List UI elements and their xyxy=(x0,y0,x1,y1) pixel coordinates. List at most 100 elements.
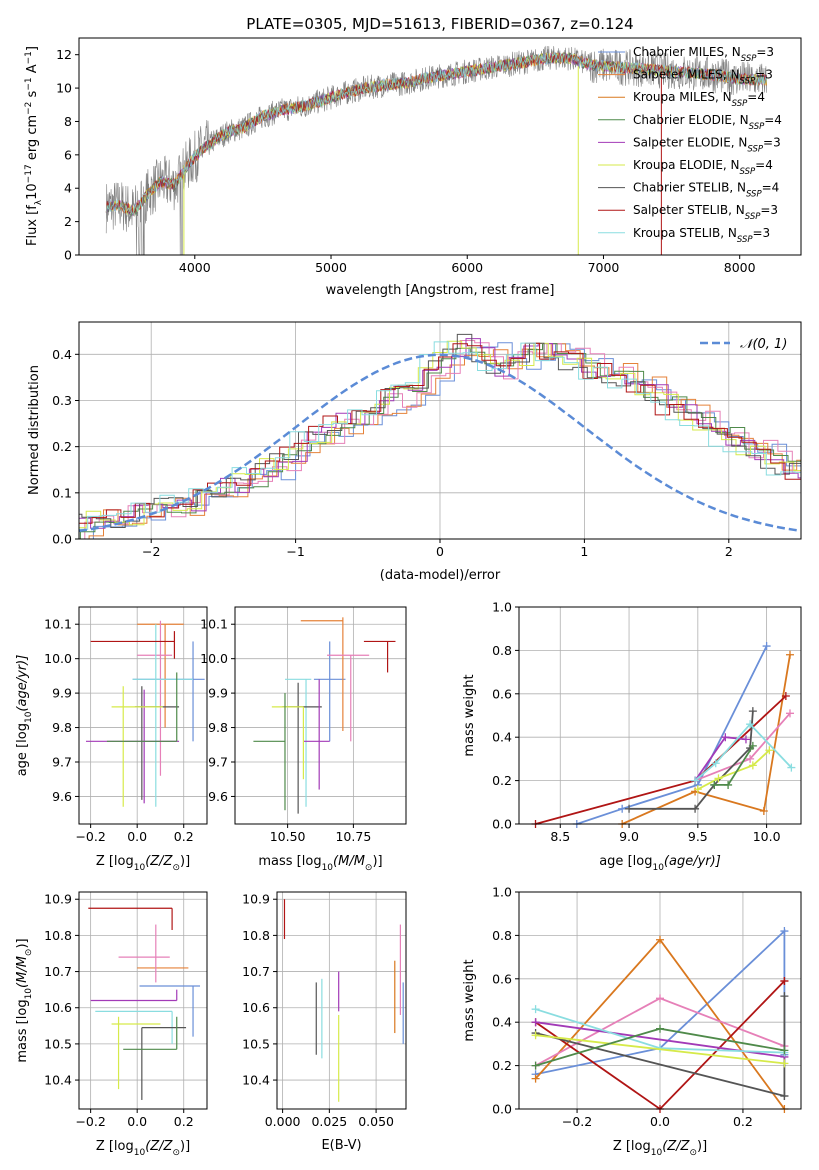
series-marker xyxy=(748,707,757,716)
y-tick-label: 0.8 xyxy=(492,643,512,658)
legend-tail: =3 xyxy=(763,135,781,149)
errorbar-point xyxy=(141,1027,187,1100)
series-marker xyxy=(780,1091,789,1100)
series-marker xyxy=(691,804,700,813)
y-tick-label: 4 xyxy=(64,181,72,196)
mass_vs_ebv-panel: 0.000 0.025 0.050 10.4 10.5 10.6 10.7 10.8 10.9 E… xyxy=(242,891,407,1153)
legend-entry: Kroupa ELODIE, NSSP=4 xyxy=(633,158,773,177)
errorbar-point xyxy=(106,672,178,742)
y-label-part: ] xyxy=(25,46,40,51)
y-label-part: −1 xyxy=(24,77,34,90)
label-part: age [log xyxy=(599,854,652,869)
legend-entry: Chabrier STELIB, NSSP=4 xyxy=(633,181,779,200)
x-tick-label: −0.2 xyxy=(75,829,105,844)
y-tick-label: 9.6 xyxy=(208,789,228,804)
label-subscript: 10 xyxy=(24,711,34,723)
series-marker xyxy=(531,1061,540,1070)
x-axis-label: mass [log10(M/M⊙)] xyxy=(258,854,382,873)
series-marker xyxy=(656,994,664,1003)
legend-label: Salpeter STELIB, N xyxy=(633,203,745,217)
errorbar-point xyxy=(123,1016,178,1050)
y-tick-label: 0.6 xyxy=(492,686,512,701)
y-tick-label: 0.6 xyxy=(492,971,512,986)
series-marker xyxy=(759,806,768,815)
normal-curve xyxy=(78,353,802,533)
weight_vs_Z-panel: −0.2 0.0 0.2 0.0 0.2 0.4 0.6 0.8 1.0 Z [log10(Z/Z… xyxy=(462,885,802,1158)
x-tick-label: 0.2 xyxy=(733,1114,753,1129)
label-subscript: ⊙ xyxy=(365,863,373,873)
y-tick-label: 10.9 xyxy=(44,892,72,907)
legend-sub: SSP xyxy=(737,235,753,245)
y-tick-label: 0.3 xyxy=(52,393,72,408)
series-marker xyxy=(531,1074,540,1083)
y-tick-label: 10.7 xyxy=(242,964,270,979)
series-marker xyxy=(780,1046,789,1055)
y-label-part: 10 xyxy=(25,183,40,200)
x-axis-label: age [log10(age/yr)] xyxy=(599,854,721,873)
y-axis-label: Flux [fλ10−17 erg cm−2 s−1 A−1] xyxy=(24,46,44,246)
x-axis-label: E(B-V) xyxy=(321,1138,361,1153)
y-tick-label: 9.7 xyxy=(208,755,228,770)
y-tick-label: 10 xyxy=(56,81,72,96)
legend-entry: Salpeter STELIB, NSSP=3 xyxy=(633,203,778,222)
x-tick-label: 5000 xyxy=(315,260,347,275)
residual-histogram-step xyxy=(79,340,801,529)
label-part: )] xyxy=(180,854,190,869)
series-marker xyxy=(780,992,789,1001)
y-label-part: s xyxy=(25,90,40,101)
residual-histogram-step xyxy=(79,343,801,539)
legend-label: Salpeter MILES, N xyxy=(633,68,740,82)
y-label-part: λ xyxy=(34,199,44,205)
legend-label: Kroupa STELIB, N xyxy=(633,226,737,240)
label-part: (age/yr)] xyxy=(15,655,30,712)
series-marker xyxy=(746,720,755,729)
series-marker xyxy=(780,976,789,985)
y-tick-label: 0.8 xyxy=(492,928,512,943)
label-part: Z [log xyxy=(613,1139,651,1154)
x-tick-label: 10.0 xyxy=(753,829,781,844)
label-part: Z [log xyxy=(96,1139,134,1154)
residual-histogram-step xyxy=(79,338,801,529)
y-tick-label: 12 xyxy=(56,47,72,62)
x-axis-label: Z [log10(Z/Z⊙)] xyxy=(96,1139,190,1158)
y-tick-label: 0.2 xyxy=(52,439,72,454)
y-tick-label: 10.9 xyxy=(242,892,270,907)
legend-label: Chabrier STELIB, N xyxy=(633,181,746,195)
label-part: )] xyxy=(697,1139,707,1154)
legend-tail: =3 xyxy=(753,226,771,240)
x-tick-label: −0.2 xyxy=(562,1114,592,1129)
y-label-part: erg cm xyxy=(25,115,40,164)
x-tick-label: −0.2 xyxy=(75,1114,105,1129)
y-tick-label: 9.9 xyxy=(208,686,228,701)
x-tick-label: 0.025 xyxy=(311,1114,347,1129)
x-tick-label: 6000 xyxy=(451,260,483,275)
x-axis-label: wavelength [Angstrom, rest frame] xyxy=(326,283,555,298)
series-marker xyxy=(785,709,794,718)
label-part: (M/M xyxy=(15,956,30,988)
legend-sub: SSP xyxy=(745,212,761,222)
y-tick-label: 10.5 xyxy=(242,1036,270,1051)
series-marker xyxy=(724,780,733,789)
y-tick-label: 1.0 xyxy=(492,600,512,615)
errorbar-point xyxy=(132,624,194,807)
errorbar-point xyxy=(132,641,205,742)
x-tick-label: 0.2 xyxy=(174,829,194,844)
series-marker xyxy=(531,1018,540,1027)
legend-sub: SSP xyxy=(746,190,762,200)
x-tick-label: 0.0 xyxy=(127,829,147,844)
series-marker xyxy=(780,1059,789,1068)
y-tick-label: 10.4 xyxy=(44,1073,72,1088)
errorbar-point xyxy=(363,640,396,673)
series-marker xyxy=(714,774,723,783)
age_vs_Z-frame xyxy=(78,606,208,825)
legend-sub: SSP xyxy=(732,99,748,109)
legend-tail: =4 xyxy=(747,90,765,104)
y-axis-label: mass weight xyxy=(462,674,477,756)
y-axis-label: Normed distribution xyxy=(27,365,42,495)
errorbar-point xyxy=(137,620,173,776)
x-tick-label: 7000 xyxy=(588,260,620,275)
label-part: )] xyxy=(15,938,30,948)
series-line xyxy=(694,712,791,782)
series-line xyxy=(694,722,793,782)
